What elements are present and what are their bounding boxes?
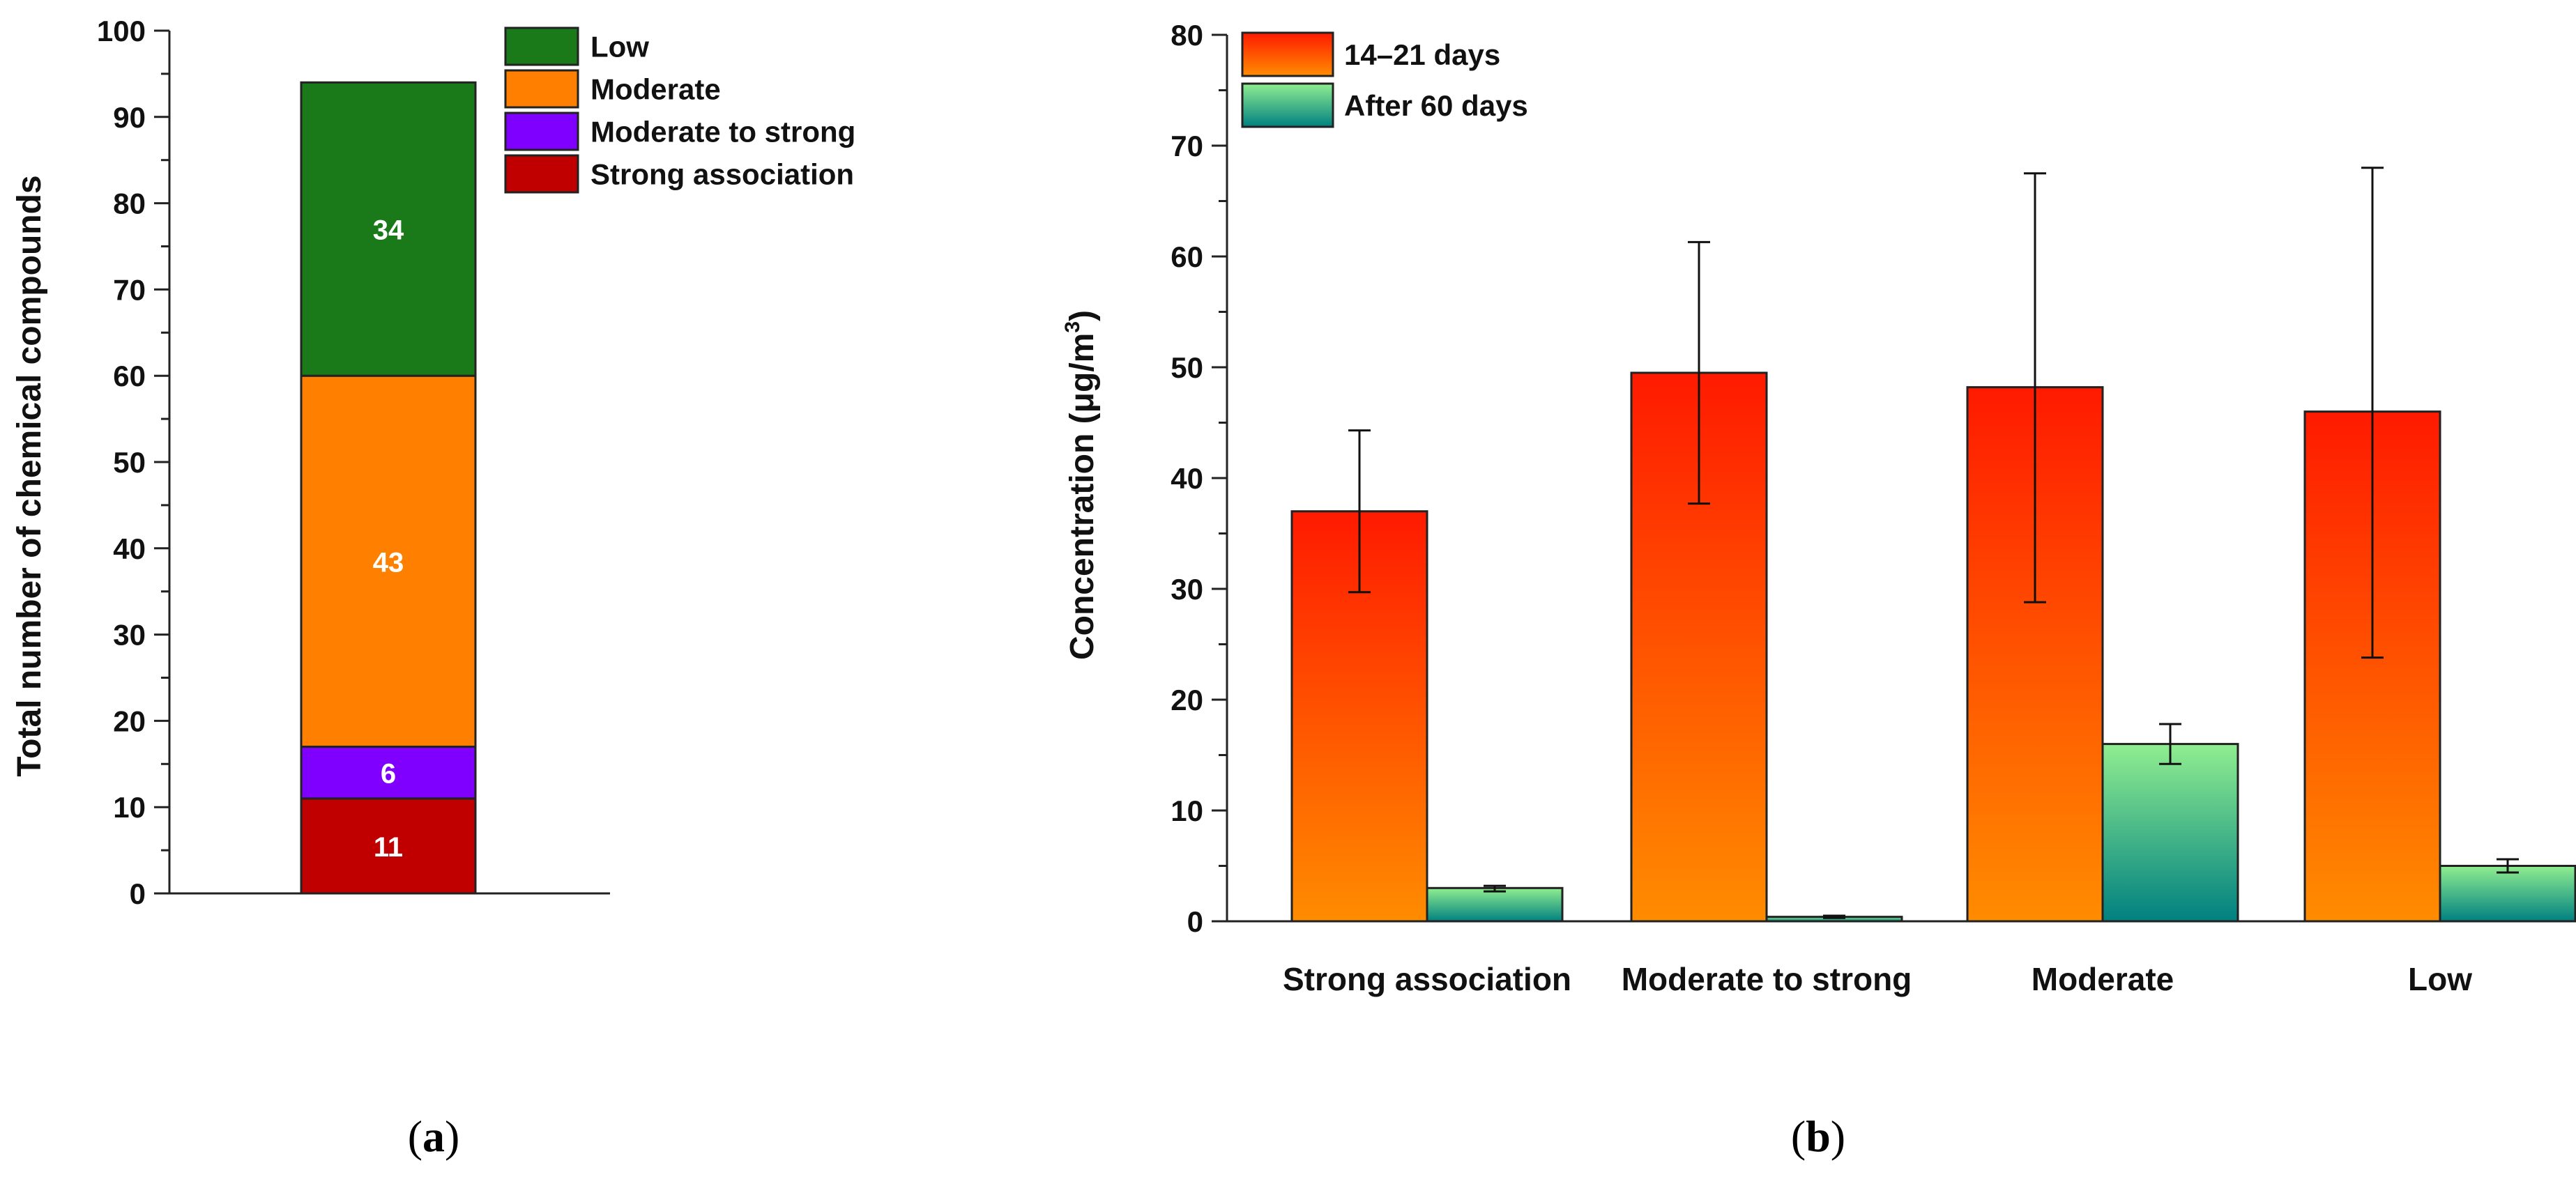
panel-label-b: (b) — [1791, 1112, 1845, 1161]
y-tick-label-b: 60 — [1171, 240, 1203, 273]
y-tick-label-a: 100 — [97, 15, 146, 47]
y-tick-label-a: 90 — [113, 101, 146, 134]
y-tick-label-a: 10 — [113, 791, 146, 824]
y-axis-label-a: Total number of chemical compounds — [11, 175, 48, 776]
y-tick-label-a: 30 — [113, 619, 146, 652]
legend-label-b: 14–21 days — [1344, 38, 1500, 71]
legend-swatch-a — [504, 154, 579, 194]
category-label: Moderate to strong — [1622, 961, 1912, 997]
bar-segment-strong-association — [300, 797, 477, 895]
y-tick-label-a: 0 — [130, 877, 146, 910]
y-tick-label-b: 50 — [1171, 351, 1203, 384]
legend-label-a: Moderate — [590, 73, 721, 106]
legend-swatch-a — [504, 69, 579, 109]
panel-a: 0 10 20 30 40 50 60 70 80 90 100 Total number of ch… — [11, 15, 855, 910]
y-tick-label-a: 80 — [113, 187, 146, 220]
y-tick-label-b: 40 — [1171, 462, 1203, 495]
y-tick-label-a: 70 — [113, 273, 146, 306]
y-tick-label-a: 60 — [113, 360, 146, 392]
category-label: Low — [2408, 961, 2472, 997]
y-tick-label-b: 80 — [1171, 19, 1203, 52]
y-tick-label-a: 40 — [113, 532, 146, 565]
category-label: Moderate — [2032, 961, 2174, 997]
bar-segment-moderate — [300, 374, 477, 748]
y-tick-label-b: 20 — [1171, 684, 1203, 716]
y-tick-label-a: 20 — [113, 705, 146, 737]
panel-b: 0 10 20 30 40 50 60 70 80 Concentration (μg/m3) St… — [1061, 19, 2576, 997]
bar-segment-moderate-to-strong — [300, 746, 477, 800]
bar-late-moderate — [2101, 743, 2239, 923]
segment-value-label: 6 — [381, 759, 396, 790]
y-axis-label-b: Concentration (μg/m3) — [1061, 310, 1101, 660]
y-tick-label-a: 50 — [113, 446, 146, 479]
segment-value-label: 34 — [373, 215, 404, 246]
segment-value-label: 11 — [374, 832, 403, 863]
legend-label-b: After 60 days — [1344, 89, 1528, 122]
segment-value-label: 43 — [373, 547, 404, 578]
y-tick-label-b: 0 — [1187, 905, 1203, 938]
y-tick-label-b: 70 — [1171, 130, 1203, 162]
category-label: Strong association — [1283, 961, 1571, 997]
legend-label-a: Low — [590, 31, 649, 63]
panel-label-a: (a) — [408, 1112, 460, 1161]
legend-swatch-b — [1241, 82, 1334, 128]
legend-label-a: Strong association — [590, 158, 854, 191]
bar-late-strong-association — [1426, 886, 1564, 923]
y-tick-label-b: 30 — [1171, 573, 1203, 606]
y-tick-label-b: 10 — [1171, 794, 1203, 827]
legend-swatch-b — [1241, 31, 1334, 77]
legend-swatch-a — [504, 112, 579, 151]
legend-swatch-a — [504, 26, 579, 66]
bar-late-low — [2439, 865, 2576, 923]
bar-segment-low — [300, 81, 477, 377]
legend-label-a: Moderate to strong — [590, 116, 855, 148]
